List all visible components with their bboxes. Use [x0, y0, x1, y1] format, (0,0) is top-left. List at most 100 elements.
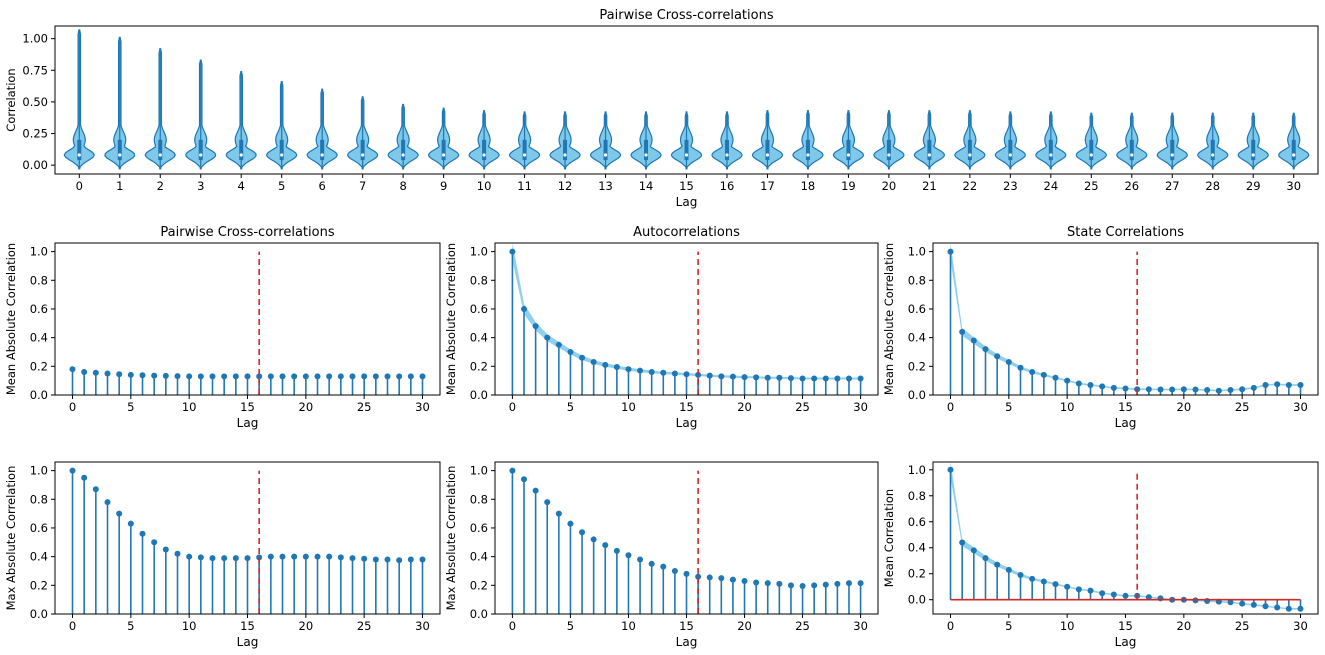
stem-marker — [151, 539, 158, 546]
y-tick-label: 1.0 — [30, 245, 48, 259]
stem-marker — [613, 547, 620, 554]
x-tick-label: 20 — [1177, 619, 1192, 633]
stem-panel-cross-max: 0 5 10 15 20 25 30 Lag Max Absolute Correlation 0… — [4, 461, 441, 649]
y-tick-label: 0.0 — [470, 607, 488, 621]
x-tick-label: 0 — [76, 179, 83, 193]
violin-median — [684, 153, 689, 157]
x-tick-label: 15 — [240, 400, 255, 414]
stem-marker — [764, 580, 771, 587]
stem-marker — [1285, 605, 1292, 612]
y-tick-label: 0.6 — [470, 302, 488, 316]
stem-marker — [279, 553, 286, 560]
stem-marker — [1274, 604, 1281, 611]
stem-marker — [706, 574, 713, 581]
stem-marker — [244, 373, 251, 380]
stem-marker — [695, 573, 702, 580]
x-tick-label: 29 — [1246, 179, 1261, 193]
stem-panel-state-mean-abs: 0 5 10 15 20 25 30 State Correlations Lag Mean Ab… — [882, 225, 1319, 430]
stem-marker — [1087, 587, 1094, 594]
x-tick-label: 18 — [801, 179, 816, 193]
violin-median — [320, 153, 324, 157]
stem-marker — [1215, 387, 1222, 394]
x-tick-label: 15 — [679, 400, 694, 414]
x-tick-label: 25 — [357, 619, 372, 633]
stem-marker — [1169, 386, 1176, 393]
violin-median — [482, 153, 486, 157]
y-tick-label: 0.75 — [22, 63, 48, 77]
y-tick-label: 0.00 — [22, 158, 48, 172]
y-tick-label: 0.4 — [30, 331, 48, 345]
y-tick-label: 0.2 — [470, 578, 488, 592]
stem-marker — [947, 248, 954, 255]
stem-marker — [834, 580, 841, 587]
stem-marker — [799, 583, 806, 590]
confidence-band — [950, 462, 1301, 610]
stem-marker — [361, 373, 368, 380]
x-tick-label: 0 — [509, 400, 516, 414]
x-tick-label: 30 — [1293, 619, 1308, 633]
violin-panel: 0 1 2 3 4 5 6 7 8 9 10 11 12 13 14 15 16 17 18 19 20 21 22 23 24… — [4, 8, 1319, 209]
y-tick-label: 1.0 — [470, 245, 488, 259]
x-axis-label: Lag — [237, 416, 259, 430]
stem-marker — [1110, 591, 1117, 598]
stem-marker — [811, 375, 818, 382]
stem-marker — [811, 582, 818, 589]
y-tick-label: 0.8 — [30, 273, 48, 287]
violin-median — [77, 153, 81, 157]
y-tick-label: 0.4 — [470, 331, 488, 345]
stem-marker — [590, 536, 597, 543]
x-tick-label: 28 — [1205, 179, 1220, 193]
stem-marker — [1075, 380, 1082, 387]
stem-marker — [1075, 586, 1082, 593]
stem-marker — [396, 557, 403, 564]
stem-marker — [1192, 386, 1199, 393]
stem-marker — [637, 556, 644, 563]
stem-marker — [1087, 381, 1094, 388]
violin-median — [603, 153, 608, 157]
violin-median — [1130, 153, 1134, 157]
x-tick-label: 8 — [399, 179, 406, 193]
stem-marker — [407, 373, 414, 380]
stem-marker — [1297, 381, 1304, 388]
x-tick-label: 5 — [567, 619, 574, 633]
stem-marker — [1239, 600, 1246, 607]
stem-marker — [1285, 381, 1292, 388]
stem-marker — [660, 369, 667, 376]
stem-marker — [1052, 374, 1059, 381]
x-tick-label: 10 — [621, 400, 636, 414]
stem-marker — [532, 323, 539, 330]
y-tick-label: 0.0 — [30, 388, 48, 402]
stem-marker — [209, 555, 216, 562]
x-tick-label: 25 — [1235, 400, 1250, 414]
x-tick-label: 13 — [598, 179, 613, 193]
stem-marker — [1040, 578, 1047, 585]
x-tick-label: 30 — [853, 619, 868, 633]
y-tick-label: 0.8 — [470, 273, 488, 287]
x-axis-label: Lag — [1115, 635, 1137, 649]
violin-median — [1089, 153, 1093, 157]
y-tick-label: 0.8 — [30, 492, 48, 506]
stem-marker — [625, 366, 632, 373]
y-tick-label: 0.4 — [470, 550, 488, 564]
stem-marker — [555, 510, 562, 517]
stem-marker — [81, 474, 88, 481]
stem-marker — [544, 334, 551, 341]
confidence-band — [950, 243, 1301, 392]
violin-median — [1251, 153, 1255, 157]
axes-frame — [54, 25, 1319, 175]
violin-median — [927, 153, 931, 157]
stem-marker — [1227, 386, 1234, 393]
stem-marker — [384, 373, 391, 380]
x-tick-label: 20 — [882, 179, 897, 193]
stem-marker — [567, 348, 574, 355]
stem-marker — [396, 373, 403, 380]
stem-marker — [197, 373, 204, 380]
stem-marker — [69, 467, 76, 474]
stem-marker — [1005, 359, 1012, 366]
stem-marker — [151, 372, 158, 379]
stem-marker — [407, 556, 414, 563]
stem-marker — [1250, 601, 1257, 608]
violin-median — [806, 153, 810, 157]
y-axis-label: Max Absolute Correlation — [444, 466, 458, 611]
x-tick-label: 12 — [558, 179, 573, 193]
